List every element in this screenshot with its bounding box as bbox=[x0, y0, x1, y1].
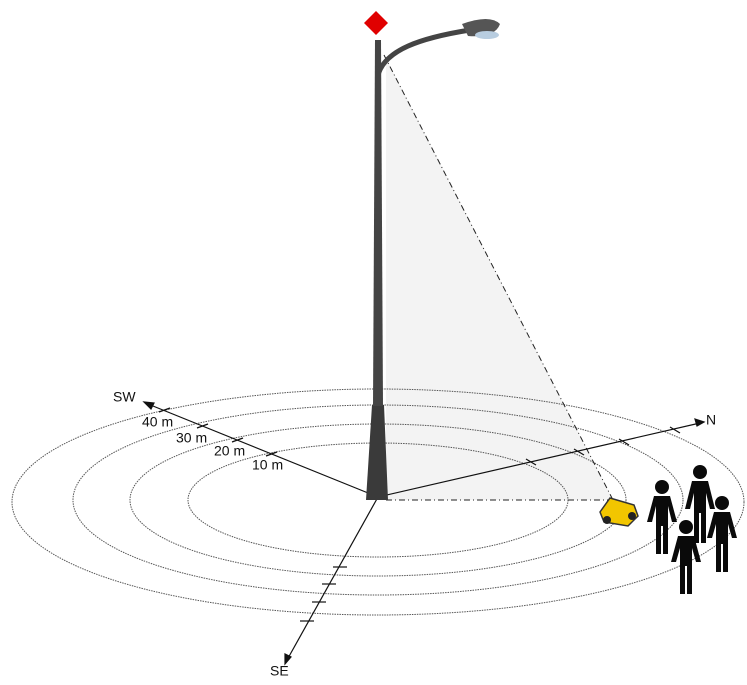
distance-label: 40 m bbox=[142, 414, 173, 430]
tick bbox=[573, 448, 585, 456]
axis-label: N bbox=[706, 412, 716, 428]
post-pole bbox=[373, 40, 383, 406]
robot bbox=[599, 497, 639, 527]
tick bbox=[618, 438, 630, 446]
tick bbox=[525, 458, 537, 466]
person bbox=[647, 480, 677, 554]
arrow-sw bbox=[142, 401, 155, 411]
tick bbox=[265, 451, 278, 457]
arrow-n bbox=[694, 418, 706, 427]
post-arm bbox=[375, 27, 471, 76]
axis-se bbox=[286, 496, 379, 661]
people bbox=[647, 465, 737, 594]
red-marker bbox=[364, 11, 388, 35]
person bbox=[707, 496, 737, 572]
axis-label: SE bbox=[270, 663, 289, 679]
tick bbox=[669, 426, 681, 434]
axis-sw bbox=[147, 403, 379, 498]
lamp-glass bbox=[475, 31, 499, 39]
tick bbox=[231, 437, 244, 443]
person bbox=[671, 520, 701, 594]
arrow-se bbox=[284, 653, 292, 666]
axis-n bbox=[377, 422, 701, 498]
sight-line bbox=[383, 54, 614, 501]
post-base bbox=[366, 405, 388, 500]
distance-label: 30 m bbox=[176, 430, 207, 446]
tick bbox=[196, 423, 209, 429]
distance-label: 20 m bbox=[214, 443, 245, 459]
axis-label: SW bbox=[113, 389, 136, 405]
lamp-post bbox=[364, 11, 500, 500]
compass-axes bbox=[142, 401, 706, 666]
tick bbox=[158, 407, 171, 413]
person bbox=[685, 465, 715, 543]
distance-label: 10 m bbox=[252, 457, 283, 473]
